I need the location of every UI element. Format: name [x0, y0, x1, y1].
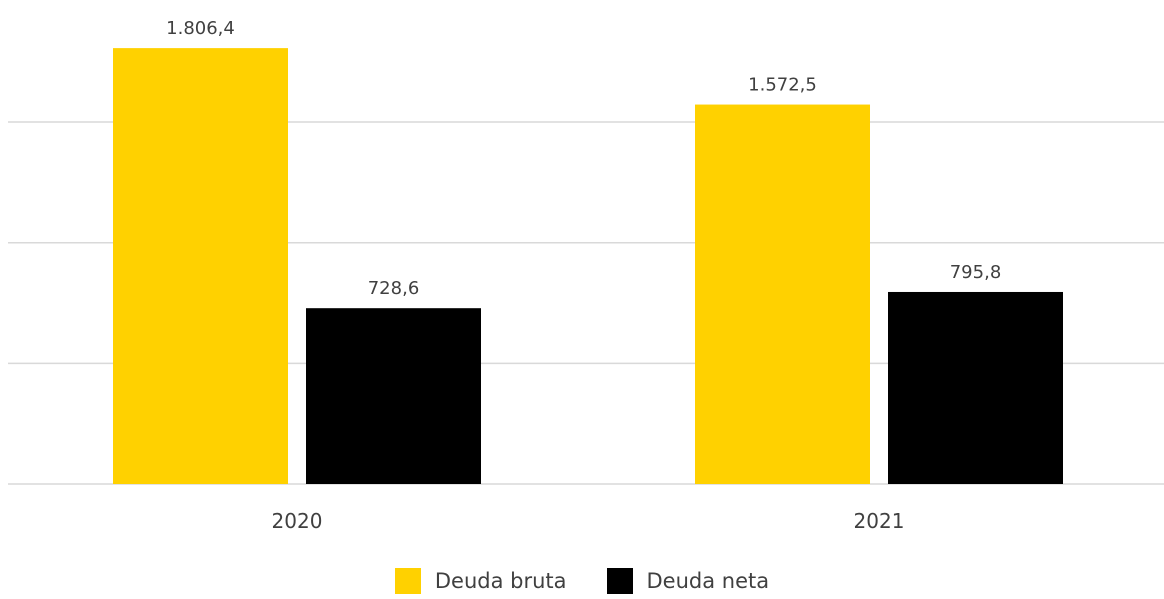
legend-label-deuda-bruta: Deuda bruta	[434, 569, 567, 593]
bar-deuda-bruta-2021	[695, 104, 870, 484]
legend-item-deuda-bruta: Deuda bruta	[394, 568, 567, 594]
x-tick-label-2021: 2021	[854, 509, 905, 533]
legend-label-deuda-neta: Deuda neta	[646, 569, 770, 593]
data-labels: 1.806,4 728,6 1.572,5 795,8	[166, 18, 1001, 299]
data-label-deuda-bruta-2020: 1.806,4	[166, 18, 235, 39]
bar-deuda-bruta-2020	[113, 48, 288, 484]
legend-item-deuda-neta: Deuda neta	[606, 568, 770, 594]
x-tick-label-2020: 2020	[272, 509, 323, 533]
legend-swatch-deuda-bruta	[394, 568, 421, 594]
bar-deuda-neta-2020	[306, 308, 481, 484]
data-label-deuda-bruta-2021: 1.572,5	[748, 75, 817, 96]
data-label-deuda-neta-2020: 728,6	[368, 278, 420, 299]
legend: Deuda bruta Deuda neta	[0, 568, 1164, 594]
bar-deuda-neta-2021	[888, 291, 1063, 484]
legend-swatch-deuda-neta	[606, 568, 633, 594]
x-axis-ticks: 2020 2021	[272, 509, 905, 533]
data-label-deuda-neta-2021: 795,8	[950, 262, 1002, 283]
bars	[113, 48, 1063, 484]
